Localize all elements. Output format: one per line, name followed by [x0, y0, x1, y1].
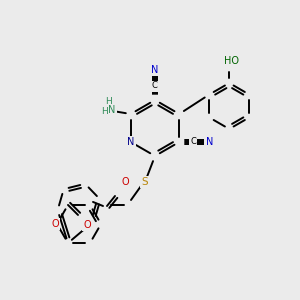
Text: O: O	[83, 220, 91, 230]
Text: C: C	[190, 136, 196, 146]
Text: H: H	[105, 98, 112, 106]
Text: C: C	[151, 82, 157, 91]
Text: N: N	[127, 137, 134, 147]
Text: H: H	[101, 106, 108, 116]
Text: O: O	[51, 219, 59, 229]
Text: N: N	[151, 65, 159, 75]
Text: HO: HO	[224, 56, 239, 66]
Text: S: S	[142, 177, 148, 187]
Text: O: O	[121, 177, 129, 187]
Text: N: N	[206, 137, 213, 147]
Text: N: N	[108, 105, 116, 115]
